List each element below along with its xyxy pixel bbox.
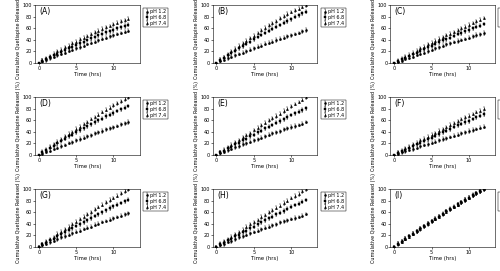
Text: (G): (G)	[39, 191, 51, 200]
Legend: pH 1.2, pH 6.8, pH 7.4: pH 1.2, pH 6.8, pH 7.4	[320, 192, 345, 211]
Y-axis label: Cumulative Quetiapine Released (%): Cumulative Quetiapine Released (%)	[372, 0, 376, 79]
Legend: pH 1.2, pH 6.8, pH 7.4: pH 1.2, pH 6.8, pH 7.4	[320, 100, 345, 119]
Legend: pH 1.2, pH 6.8, pH 7.4: pH 1.2, pH 6.8, pH 7.4	[498, 8, 500, 27]
Y-axis label: Cumulative Quetiapine Released (%): Cumulative Quetiapine Released (%)	[194, 0, 199, 79]
X-axis label: Time (hrs): Time (hrs)	[429, 256, 456, 261]
Y-axis label: Cumulative Quetiapine Released (%): Cumulative Quetiapine Released (%)	[16, 81, 21, 171]
Y-axis label: Cumulative Quetiapine Released (%): Cumulative Quetiapine Released (%)	[372, 173, 376, 263]
X-axis label: Time (hrs): Time (hrs)	[74, 72, 101, 78]
Legend: pH 1.2, pH 6.8, pH 7.4: pH 1.2, pH 6.8, pH 7.4	[143, 192, 168, 211]
Legend: pH 1.2, pH 6.8, pH 7.4: pH 1.2, pH 6.8, pH 7.4	[320, 8, 345, 27]
Legend: pH 1.2, pH 6.8, pH 7.4: pH 1.2, pH 6.8, pH 7.4	[143, 8, 168, 27]
Text: (F): (F)	[394, 99, 405, 108]
Y-axis label: Cumulative Quetiapine Released (%): Cumulative Quetiapine Released (%)	[16, 173, 21, 263]
Text: (B): (B)	[217, 7, 228, 16]
Y-axis label: Cumulative Quetiapine Released (%): Cumulative Quetiapine Released (%)	[16, 0, 21, 79]
X-axis label: Time (hrs): Time (hrs)	[74, 256, 101, 261]
X-axis label: Time (hrs): Time (hrs)	[252, 256, 278, 261]
Text: (I): (I)	[394, 191, 403, 200]
Text: (H): (H)	[217, 191, 228, 200]
Legend: pH 1.2, pH 6.8, pH 7.4: pH 1.2, pH 6.8, pH 7.4	[498, 192, 500, 211]
Legend: pH 1.2, pH 6.8, pH 7.4: pH 1.2, pH 6.8, pH 7.4	[498, 100, 500, 119]
Y-axis label: Cumulative Quetiapine Released (%): Cumulative Quetiapine Released (%)	[194, 173, 199, 263]
X-axis label: Time (hrs): Time (hrs)	[74, 164, 101, 169]
X-axis label: Time (hrs): Time (hrs)	[252, 164, 278, 169]
X-axis label: Time (hrs): Time (hrs)	[252, 72, 278, 78]
Text: (C): (C)	[394, 7, 406, 16]
Text: (D): (D)	[39, 99, 51, 108]
Text: (A): (A)	[39, 7, 50, 16]
Y-axis label: Cumulative Quetiapine Released (%): Cumulative Quetiapine Released (%)	[372, 81, 376, 171]
X-axis label: Time (hrs): Time (hrs)	[429, 164, 456, 169]
Legend: pH 1.2, pH 6.8, pH 7.4: pH 1.2, pH 6.8, pH 7.4	[143, 100, 168, 119]
Text: (E): (E)	[217, 99, 228, 108]
Y-axis label: Cumulative Quetiapine Released (%): Cumulative Quetiapine Released (%)	[194, 81, 199, 171]
X-axis label: Time (hrs): Time (hrs)	[429, 72, 456, 78]
